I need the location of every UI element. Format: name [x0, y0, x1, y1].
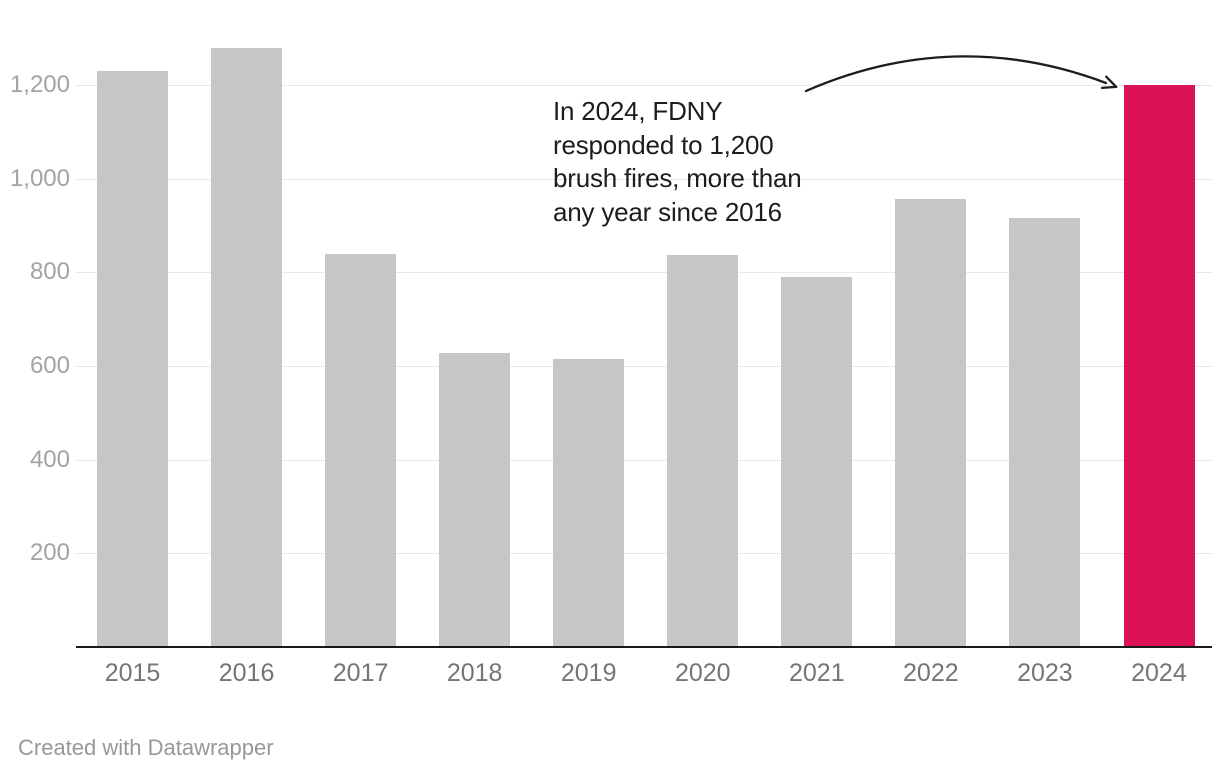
x-axis-label-2017: 2017: [332, 659, 389, 687]
x-axis-label-2023: 2023: [1017, 659, 1073, 687]
annotation-line: In 2024, FDNY: [553, 96, 723, 126]
gridline-400: [76, 460, 1212, 461]
y-axis-label-200: 200: [29, 539, 70, 566]
x-axis-label-2019: 2019: [560, 659, 617, 687]
annotation-line: any year since 2016: [553, 196, 782, 227]
gridline-600: [76, 366, 1212, 367]
bar-2017[interactable]: [325, 254, 397, 647]
bar-2015[interactable]: [97, 71, 168, 647]
bar-2020[interactable]: [667, 255, 739, 647]
bar-2016[interactable]: [211, 48, 283, 647]
bar-2023[interactable]: [1009, 218, 1081, 647]
gridline-200: [76, 553, 1212, 554]
x-axis-label-2016: 2016: [218, 659, 275, 687]
bar-2022[interactable]: [895, 199, 967, 647]
y-axis-label-400: 400: [29, 446, 70, 473]
bar-2019[interactable]: [553, 359, 625, 647]
bar-2024[interactable]: [1123, 85, 1195, 647]
x-axis-label-2024: 2024: [1131, 659, 1187, 687]
datawrapper-credit-link[interactable]: Created with Datawrapper: [18, 735, 274, 760]
annotation-line: responded to 1,200: [553, 129, 774, 160]
gridline-1200: [76, 85, 1212, 86]
bar-2021[interactable]: [781, 277, 853, 647]
y-axis-label-1000: 1,000: [9, 165, 70, 192]
x-axis-label-2018: 2018: [446, 659, 503, 687]
gridline-800: [76, 272, 1212, 273]
x-axis-line: [76, 646, 1212, 648]
y-axis-label-1200: 1,200: [9, 71, 70, 98]
bar-2018[interactable]: [439, 353, 511, 647]
annotation-text: In 2024, FDNY responded to 1,200 brush fir…: [553, 95, 883, 229]
gridline-1000: [76, 179, 1212, 180]
y-axis-label-600: 600: [29, 352, 70, 379]
x-axis-label-2015: 2015: [104, 659, 161, 687]
x-axis-label-2020: 2020: [674, 659, 731, 687]
x-axis-label-2021: 2021: [788, 659, 845, 687]
annotation-line: brush fires, more than: [553, 163, 802, 193]
x-axis-label-2022: 2022: [903, 659, 959, 687]
y-axis-label-800: 800: [29, 258, 70, 285]
